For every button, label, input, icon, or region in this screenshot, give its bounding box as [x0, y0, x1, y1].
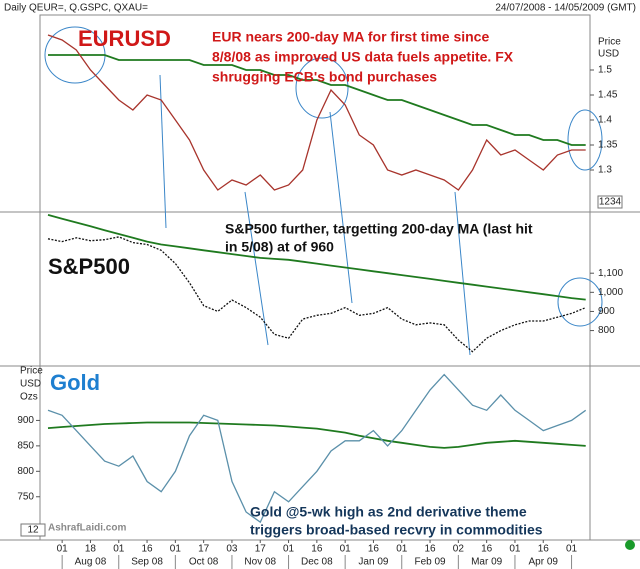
- x-tick-label: 01: [113, 544, 125, 555]
- month-label: Nov 08: [244, 557, 276, 568]
- x-tick-label: 18: [85, 544, 97, 555]
- highlight-ellipse: [567, 109, 603, 171]
- unit-label: Price: [20, 366, 43, 377]
- x-tick-label: 01: [509, 544, 521, 555]
- annotation: 8/8/08 as improved US data fuels appetit…: [212, 49, 514, 65]
- annotation: Gold @5-wk high as 2nd derivative theme: [250, 504, 527, 520]
- y-tick-label: 1.5: [598, 65, 612, 76]
- price-line: [47, 373, 587, 524]
- month-label: Aug 08: [75, 557, 107, 568]
- status-dot: [625, 540, 635, 550]
- y-tick-label: 900: [598, 306, 615, 317]
- unit-label: USD: [20, 379, 41, 390]
- moving-average-line: [47, 214, 586, 301]
- month-label: Apr 09: [529, 557, 559, 568]
- y-tick-label: 1.3: [598, 165, 612, 176]
- x-tick-label: 01: [283, 544, 295, 555]
- x-tick-label: 01: [566, 544, 578, 555]
- y-tick-label: 750: [17, 491, 34, 502]
- x-tick-label: 16: [424, 544, 436, 555]
- watermark: AshrafLaidi.com: [48, 523, 126, 534]
- y-tick-label: 900: [17, 415, 34, 426]
- x-tick-label: 17: [255, 544, 267, 555]
- y-tick-label: 800: [17, 466, 34, 477]
- month-label: Sep 08: [131, 557, 163, 568]
- month-label: Oct 08: [189, 557, 219, 568]
- unit-label: USD: [598, 49, 619, 60]
- x-tick-label: 01: [340, 544, 352, 555]
- price-line: [47, 34, 586, 191]
- y-tick-label: 850: [17, 441, 34, 452]
- panel-title: Gold: [50, 370, 100, 395]
- link-line: [454, 191, 471, 356]
- annotation: in 5/08) at of 960: [225, 239, 334, 255]
- highlight-ellipse: [295, 57, 349, 119]
- unit-label: Ozs: [20, 392, 38, 403]
- highlight-ellipse: [557, 277, 603, 327]
- box-label: 1234: [599, 197, 622, 208]
- price-line: [47, 236, 586, 353]
- x-tick-label: 17: [198, 544, 210, 555]
- x-tick-label: 02: [453, 544, 465, 555]
- header-title: Daily QEUR=, Q.GSPC, QXAU=: [4, 3, 148, 14]
- x-tick-label: 16: [311, 544, 323, 555]
- annotation: EUR nears 200-day MA for first time sinc…: [212, 29, 489, 45]
- annotation: S&P500 further, targetting 200-day MA (l…: [225, 221, 533, 237]
- link-line: [244, 191, 269, 346]
- month-label: Feb 09: [414, 557, 446, 568]
- x-tick-label: 16: [368, 544, 380, 555]
- box-label: 12: [27, 525, 39, 536]
- x-tick-label: 16: [481, 544, 493, 555]
- x-tick-label: 01: [396, 544, 408, 555]
- box: [20, 523, 46, 537]
- annotation: triggers broad-based recvry in commoditi…: [250, 522, 543, 538]
- annotation: shrugging ECB's bond purchases: [212, 69, 437, 85]
- x-tick-label: 01: [170, 544, 182, 555]
- y-tick-label: 1.45: [598, 90, 618, 101]
- month-label: Jan 09: [358, 557, 388, 568]
- y-tick-label: 1.4: [598, 115, 612, 126]
- unit-label: Price: [598, 37, 621, 48]
- panel-title: S&P500: [48, 254, 130, 279]
- x-tick-label: 03: [226, 544, 238, 555]
- month-label: Dec 08: [301, 557, 333, 568]
- y-tick-label: 1,000: [598, 287, 623, 298]
- y-tick-label: 1.35: [598, 140, 618, 151]
- panel-title: EURUSD: [78, 26, 171, 51]
- link-line: [329, 111, 353, 304]
- y-tick-label: 800: [598, 325, 615, 336]
- month-label: Mar 09: [471, 557, 503, 568]
- x-tick-label: 01: [57, 544, 69, 555]
- date-range: 24/07/2008 - 14/05/2009 (GMT): [495, 3, 636, 14]
- x-tick-label: 16: [538, 544, 550, 555]
- moving-average-line: [48, 54, 586, 146]
- x-tick-label: 16: [141, 544, 153, 555]
- moving-average-line: [47, 421, 586, 449]
- y-tick-label: 1,100: [598, 268, 623, 279]
- box: [597, 195, 623, 209]
